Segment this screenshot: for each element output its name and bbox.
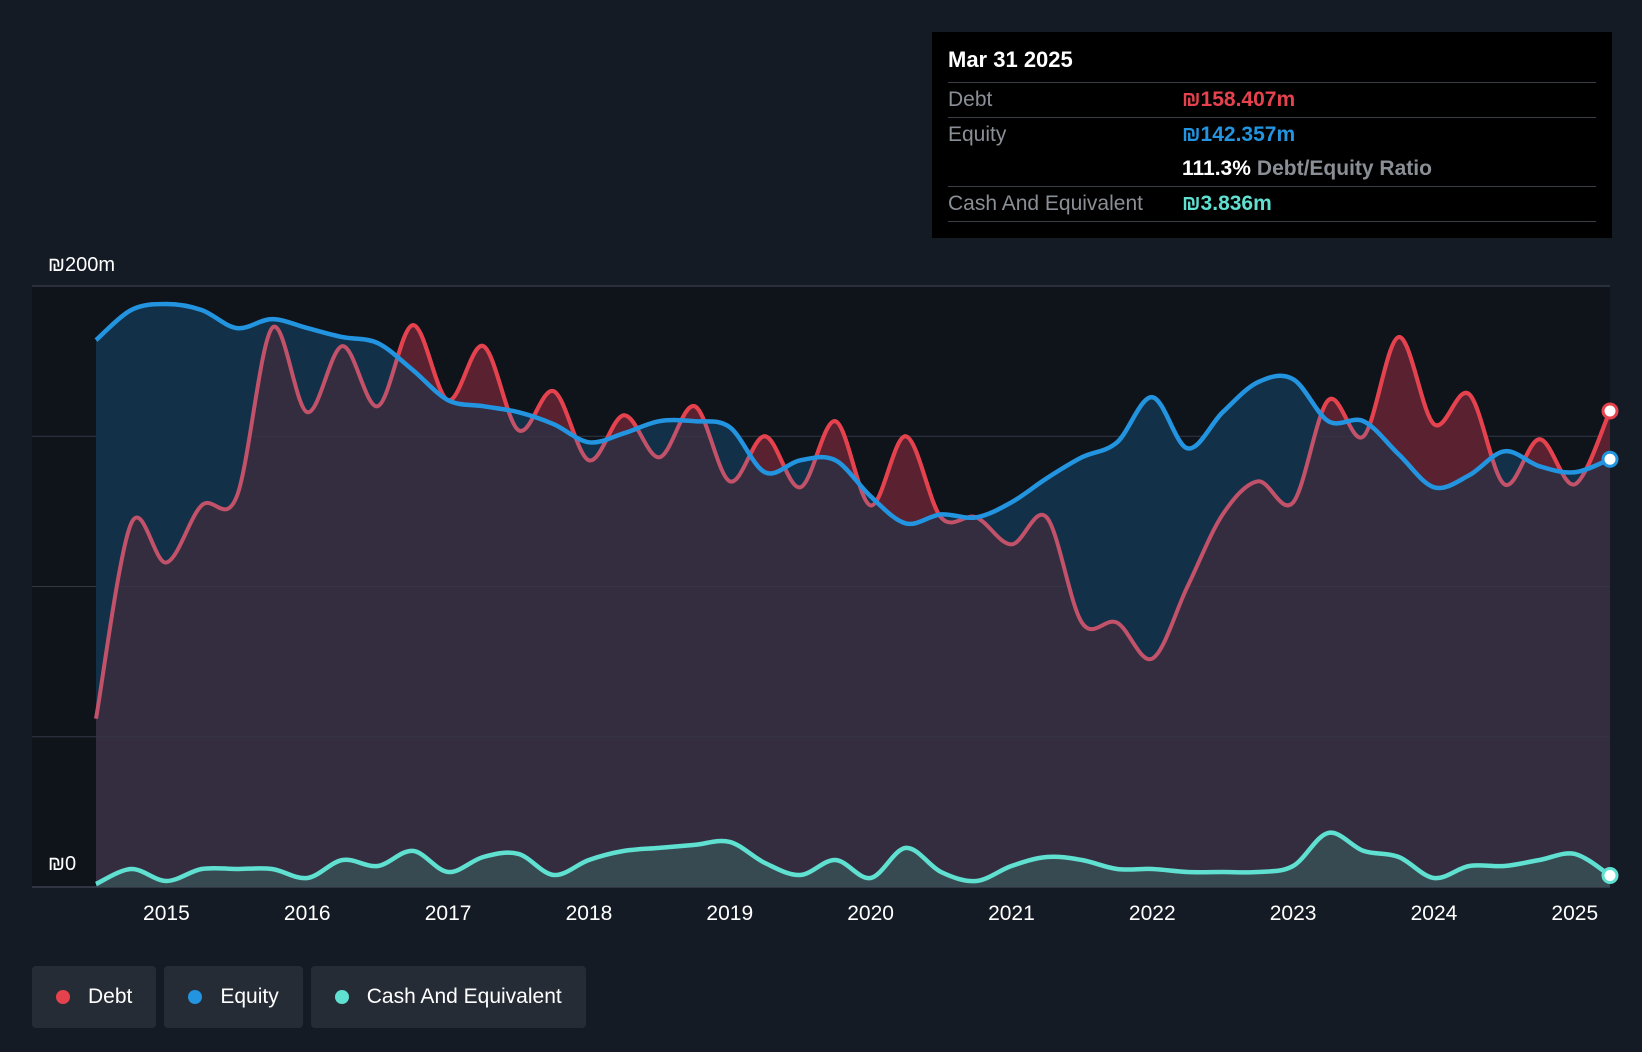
series-lines [94, 301, 1612, 887]
x-tick-label: 2020 [847, 902, 894, 925]
cash-end-marker [1601, 866, 1619, 884]
tooltip-equity-value: ₪142.357m [1182, 123, 1296, 146]
legend-cash-label: Cash And Equivalent [366, 985, 562, 1008]
end-markers [1601, 402, 1619, 884]
x-tick-label: 2021 [988, 902, 1035, 925]
debt-end-marker [1601, 402, 1619, 420]
y-axis-bottom-label: ₪0 [48, 853, 76, 875]
equity-end-marker [1601, 450, 1619, 468]
legend-equity-label: Equity [220, 985, 279, 1008]
chart-legend: Debt Equity Cash And Equivalent [32, 966, 594, 1028]
tooltip-ratio-label: Debt/Equity Ratio [1256, 157, 1432, 180]
legend-equity-dot-icon [188, 990, 203, 1004]
tooltip-debt-row: Debt ₪158.407m [948, 82, 1596, 117]
x-tick-label: 2015 [143, 902, 190, 925]
tooltip-date: Mar 31 2025 [948, 47, 1073, 72]
x-tick-label: 2016 [284, 902, 331, 925]
x-tick-label: 2024 [1411, 902, 1458, 925]
x-tick-label: 2023 [1270, 902, 1317, 925]
tooltip-cash-value: ₪3.836m [1182, 192, 1272, 215]
tooltip-equity-label: Equity [948, 123, 1007, 146]
legend-cash-dot-icon [334, 990, 349, 1004]
equity-line [94, 301, 1611, 527]
y-axis-top-label: ₪200m [48, 254, 115, 276]
tooltip-ratio-value: 111.3% [1182, 157, 1251, 180]
tooltip-debt-label: Debt [948, 88, 993, 111]
legend-debt-dot-icon [56, 990, 70, 1004]
cash-line [95, 830, 1612, 887]
x-axis-ticks: 2015 2016 2017 2018 2019 2020 2021 2022 2023 2024… [143, 902, 1598, 925]
legend-item-cash[interactable]: Cash And Equivalent [310, 966, 586, 1028]
tooltip-ratio-row: 111.3% Debt/Equity Ratio [948, 152, 1596, 186]
legend-debt-label: Debt [88, 985, 133, 1008]
tooltip-cash-label: Cash And Equivalent [948, 192, 1143, 215]
x-tick-label: 2018 [566, 902, 613, 925]
legend-item-debt[interactable]: Debt [32, 966, 157, 1028]
debt-area [96, 325, 1610, 887]
data-tooltip: Mar 31 2025 Debt ₪158.407m Equity ₪142.3… [932, 32, 1612, 238]
tooltip-debt-value: ₪158.407m [1182, 88, 1296, 111]
tooltip-equity-row: Equity ₪142.357m [948, 117, 1596, 152]
x-tick-label: 2022 [1129, 902, 1176, 925]
x-tick-label: 2019 [706, 902, 753, 925]
tooltip-cash-row: Cash And Equivalent ₪3.836m [948, 186, 1596, 222]
x-tick-label: 2025 [1551, 902, 1598, 925]
legend-item-equity[interactable]: Equity [164, 966, 303, 1028]
x-tick-label: 2017 [425, 902, 472, 925]
